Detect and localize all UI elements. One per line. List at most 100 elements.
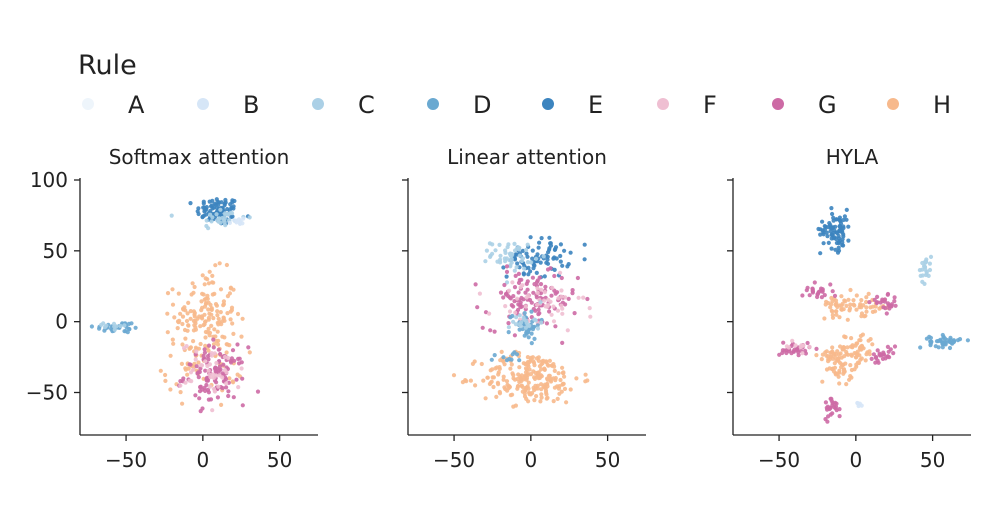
point-g — [502, 282, 507, 288]
point-h — [196, 360, 201, 365]
point-h — [848, 287, 853, 293]
point-h — [845, 345, 850, 350]
point-h — [848, 363, 853, 368]
point-h — [168, 387, 173, 392]
point-c — [525, 260, 531, 265]
point-h — [849, 336, 854, 341]
point-c — [218, 207, 223, 212]
point-e — [545, 261, 551, 266]
point-h — [215, 313, 220, 318]
point-h — [199, 308, 204, 313]
point-h — [188, 316, 193, 321]
point-d — [936, 338, 941, 344]
point-g — [875, 294, 880, 299]
point-h — [560, 365, 565, 370]
point-h — [830, 345, 835, 350]
point-h — [841, 345, 846, 350]
point-e — [232, 198, 237, 204]
point-g — [879, 352, 884, 358]
point-e — [223, 197, 228, 203]
point-g — [888, 347, 893, 352]
point-g — [198, 384, 203, 389]
point-e — [835, 250, 841, 255]
point-g — [196, 375, 201, 380]
point-h — [208, 302, 213, 307]
point-h — [218, 310, 223, 315]
point-h — [526, 399, 531, 404]
point-e — [552, 255, 557, 260]
point-g — [506, 321, 511, 326]
point-e — [228, 202, 233, 207]
point-h — [519, 383, 524, 388]
point-e — [823, 224, 828, 229]
point-c — [484, 248, 489, 253]
point-h — [870, 342, 875, 347]
point-e — [521, 271, 526, 276]
point-h — [179, 361, 184, 366]
point-f — [543, 304, 548, 309]
point-c — [517, 253, 522, 258]
point-h — [854, 341, 859, 346]
point-h — [508, 393, 513, 398]
point-c — [204, 218, 209, 223]
point-g — [826, 414, 831, 419]
point-f — [182, 346, 187, 351]
point-g — [203, 368, 208, 373]
point-h — [829, 308, 834, 313]
x-tick-label: 0 — [849, 448, 862, 472]
legend-marker — [197, 98, 209, 110]
point-h — [216, 316, 221, 321]
point-h — [506, 384, 512, 389]
point-g — [543, 284, 548, 289]
point-h — [215, 342, 221, 347]
point-f — [209, 353, 214, 358]
point-h — [864, 299, 869, 305]
point-f — [539, 287, 544, 292]
point-h — [499, 349, 504, 354]
point-f — [513, 310, 518, 315]
point-h — [221, 315, 226, 320]
legend-item-a: A — [82, 91, 145, 119]
point-f — [208, 375, 213, 380]
point-h — [230, 321, 235, 326]
point-e — [520, 248, 526, 253]
point-h — [551, 399, 556, 404]
legend-marker — [82, 98, 94, 110]
point-h — [163, 378, 168, 383]
point-h — [211, 342, 217, 347]
point-b — [859, 403, 864, 408]
point-g — [871, 352, 877, 357]
legend-marker — [542, 98, 554, 110]
point-g — [536, 312, 541, 317]
point-e — [545, 257, 550, 262]
point-c — [483, 259, 488, 264]
point-e — [526, 265, 531, 270]
point-e — [560, 263, 565, 268]
point-h — [183, 336, 188, 341]
point-c — [506, 325, 511, 330]
point-g — [815, 294, 820, 300]
point-h — [870, 309, 876, 314]
point-h — [555, 396, 560, 401]
point-g — [239, 360, 244, 365]
point-f — [588, 314, 593, 319]
point-c — [507, 258, 512, 263]
point-h — [545, 362, 550, 367]
point-c — [517, 313, 522, 318]
point-e — [201, 199, 206, 204]
point-h — [539, 367, 544, 372]
point-e — [820, 228, 825, 233]
point-e — [830, 211, 835, 217]
point-f — [784, 344, 790, 349]
point-h — [833, 302, 838, 307]
point-g — [552, 273, 557, 279]
point-h — [864, 309, 869, 314]
point-c — [920, 273, 925, 278]
point-g — [198, 409, 203, 414]
point-g — [832, 293, 838, 298]
point-d — [933, 344, 938, 349]
point-h — [841, 371, 846, 376]
point-d — [532, 336, 537, 341]
point-h — [228, 317, 233, 322]
